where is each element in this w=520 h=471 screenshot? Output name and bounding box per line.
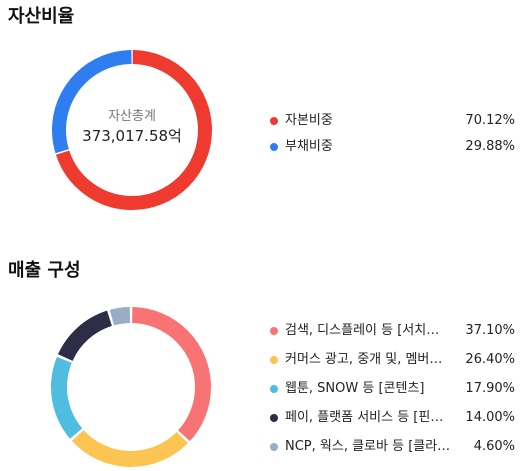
legend-label: 부채비중 xyxy=(285,139,333,154)
section-title-sales: 매출 구성 xyxy=(8,260,81,281)
section-title-assets: 자산비율 xyxy=(8,6,75,27)
legend-dot xyxy=(270,356,278,364)
donut-slice xyxy=(52,50,212,210)
legend-label: 검색, 디스플레이 등 [서치… xyxy=(285,323,440,338)
legend-value: 14.00% xyxy=(465,410,515,425)
legend-item: 자본비중 70.12% xyxy=(270,108,515,134)
legend-value: 4.60% xyxy=(473,439,515,454)
legend-value: 29.88% xyxy=(465,139,515,154)
sales-composition-donut-chart xyxy=(51,307,211,467)
legend-value: 26.40% xyxy=(465,352,515,367)
donut-slice xyxy=(51,307,211,467)
total-assets-label: 자산총계 xyxy=(108,109,156,124)
legend-dot xyxy=(270,443,278,451)
legend-value: 37.10% xyxy=(465,323,515,338)
donut-slice xyxy=(52,50,212,210)
legend-item: 커머스 광고, 중개 및, 멤버… 26.40% xyxy=(270,349,515,378)
sales-composition-legend: 검색, 디스플레이 등 [서치… 37.10% 커머스 광고, 중개 및, 멤버… xyxy=(270,320,515,465)
legend-dot xyxy=(270,414,278,422)
donut-slice xyxy=(51,307,211,467)
legend-item: 웹툰, SNOW 등 [콘텐츠] 17.90% xyxy=(270,378,515,407)
legend-dot xyxy=(270,327,278,335)
legend-label: NCP, 웍스, 클로바 등 [클라… xyxy=(285,439,451,454)
donut-center: 자산총계 373,017.58억 xyxy=(52,108,212,146)
legend-item: 부채비중 29.88% xyxy=(270,134,515,160)
legend-label: 웹툰, SNOW 등 [콘텐츠] xyxy=(285,381,425,396)
legend-label: 자본비중 xyxy=(285,113,333,128)
legend-label: 페이, 플랫폼 서비스 등 [핀… xyxy=(285,410,444,425)
legend-dot xyxy=(270,117,278,125)
legend-item: 검색, 디스플레이 등 [서치… 37.10% xyxy=(270,320,515,349)
donut-slice xyxy=(51,307,211,467)
asset-ratio-donut-chart xyxy=(52,50,212,210)
asset-ratio-legend: 자본비중 70.12% 부채비중 29.88% xyxy=(270,108,515,160)
legend-dot xyxy=(270,385,278,393)
legend-item: 페이, 플랫폼 서비스 등 [핀… 14.00% xyxy=(270,407,515,436)
legend-value: 70.12% xyxy=(465,113,515,128)
legend-value: 17.90% xyxy=(465,381,515,396)
total-assets-value: 373,017.58억 xyxy=(82,127,182,145)
legend-dot xyxy=(270,143,278,151)
legend-item: NCP, 웍스, 클로바 등 [클라… 4.60% xyxy=(270,436,515,465)
legend-label: 커머스 광고, 중개 및, 멤버… xyxy=(285,352,443,367)
